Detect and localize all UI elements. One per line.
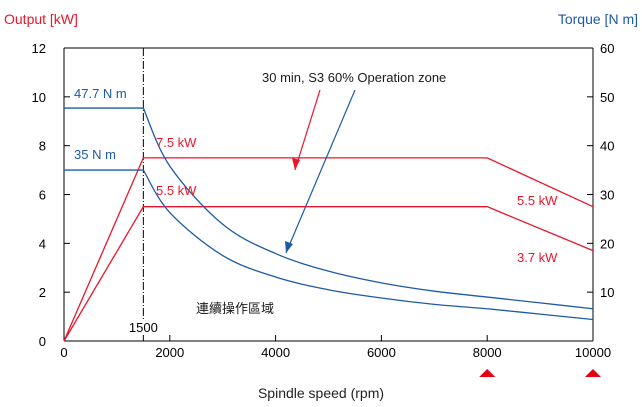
- left-y-tick-label: 0: [39, 334, 46, 349]
- right-y-tick-label: 60: [600, 41, 614, 56]
- series-line-1: [63, 206, 594, 342]
- torque-zone-arrowhead: [285, 241, 293, 253]
- right-y-tick-label: 50: [600, 90, 614, 105]
- right-y-tick-label: 30: [600, 188, 614, 203]
- output-zone-arrow: [294, 89, 321, 171]
- left-y-tick-label: 8: [39, 139, 46, 154]
- series-layer: [63, 107, 594, 342]
- speed-marker-triangle: [479, 369, 496, 377]
- torque-zone-arrow: [285, 89, 356, 254]
- right-y-tick-label: 20: [600, 236, 614, 251]
- x-tick-label: 10000: [575, 345, 611, 360]
- speed-marker-triangle: [585, 369, 601, 377]
- left-y-tick-label: 2: [39, 285, 46, 300]
- base-speed-label: 1500: [129, 320, 158, 335]
- marker-layer: 1500: [124, 48, 601, 377]
- x-tick-label: 4000: [261, 345, 290, 360]
- right-axis-title: Torque [N m]: [558, 11, 638, 27]
- left-y-tick-label: 12: [32, 41, 46, 56]
- x-axis-title: Spindle speed (rpm): [258, 385, 384, 401]
- annotation-output-37: 3.7 kW: [517, 250, 558, 265]
- right-y-tick-label: 10: [600, 285, 614, 300]
- annotation-operation-zone: 30 min, S3 60% Operation zone: [262, 70, 446, 85]
- x-tick-label: 2000: [155, 345, 184, 360]
- left-y-tick-label: 6: [39, 188, 46, 203]
- output-zone-arrowhead: [292, 158, 300, 170]
- x-tick-label: 6000: [367, 345, 396, 360]
- base-speed-label-bg: [124, 319, 163, 335]
- left-y-tick-label: 4: [39, 236, 46, 251]
- annotation-output-75: 7.5 kW: [156, 135, 197, 150]
- series-line-3: [64, 169, 594, 321]
- left-axis-title: Output [kW]: [4, 11, 78, 27]
- series-line-2: [64, 107, 594, 310]
- annotation-torque-35: 35 N m: [74, 147, 116, 162]
- x-tick-label: 8000: [473, 345, 502, 360]
- annotation-output-55-right: 5.5 kW: [517, 193, 558, 208]
- left-y-tick-label: 10: [32, 90, 46, 105]
- x-tick-label: 0: [60, 345, 67, 360]
- annotation-output-55-left: 5.5 kW: [156, 183, 197, 198]
- right-y-tick-label: 40: [600, 139, 614, 154]
- annotation-continuous-zone: 連續操作區域: [196, 301, 274, 316]
- series-line-0: [63, 157, 594, 342]
- annotation-torque-477: 47.7 N m: [74, 86, 127, 101]
- ticks-layer: 0 2000 4000 6000 8000 10000 2 4 6 8 10 12 0 10 20 30 40 5…: [32, 41, 615, 360]
